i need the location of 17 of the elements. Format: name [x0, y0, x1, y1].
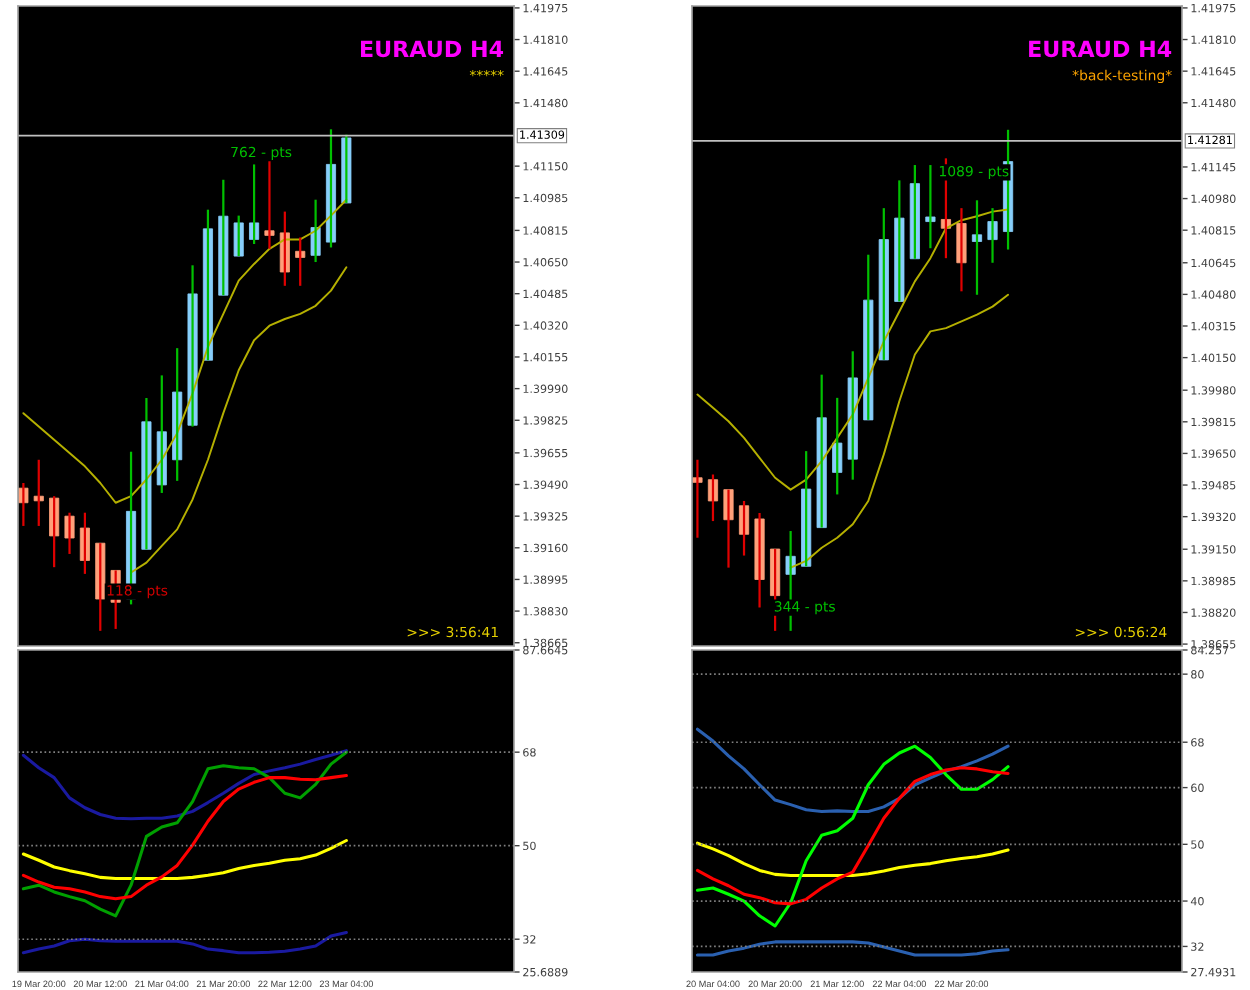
line-series — [695, 766, 1010, 906]
line-series — [21, 930, 348, 955]
line-series — [695, 727, 1010, 813]
line-series — [21, 749, 348, 821]
line-series — [130, 266, 348, 574]
candlestick — [218, 178, 229, 297]
line-series — [22, 198, 348, 504]
text: EURAUD H4 — [360, 40, 504, 58]
candlestick — [341, 133, 352, 205]
text: EURAUD H4 — [1029, 40, 1172, 58]
line-series — [21, 838, 348, 880]
line-series — [21, 750, 348, 918]
line-series — [695, 940, 1010, 957]
candlestick — [233, 214, 244, 258]
line-series — [695, 841, 1010, 878]
line-series — [21, 774, 348, 901]
line-series — [695, 744, 1010, 928]
